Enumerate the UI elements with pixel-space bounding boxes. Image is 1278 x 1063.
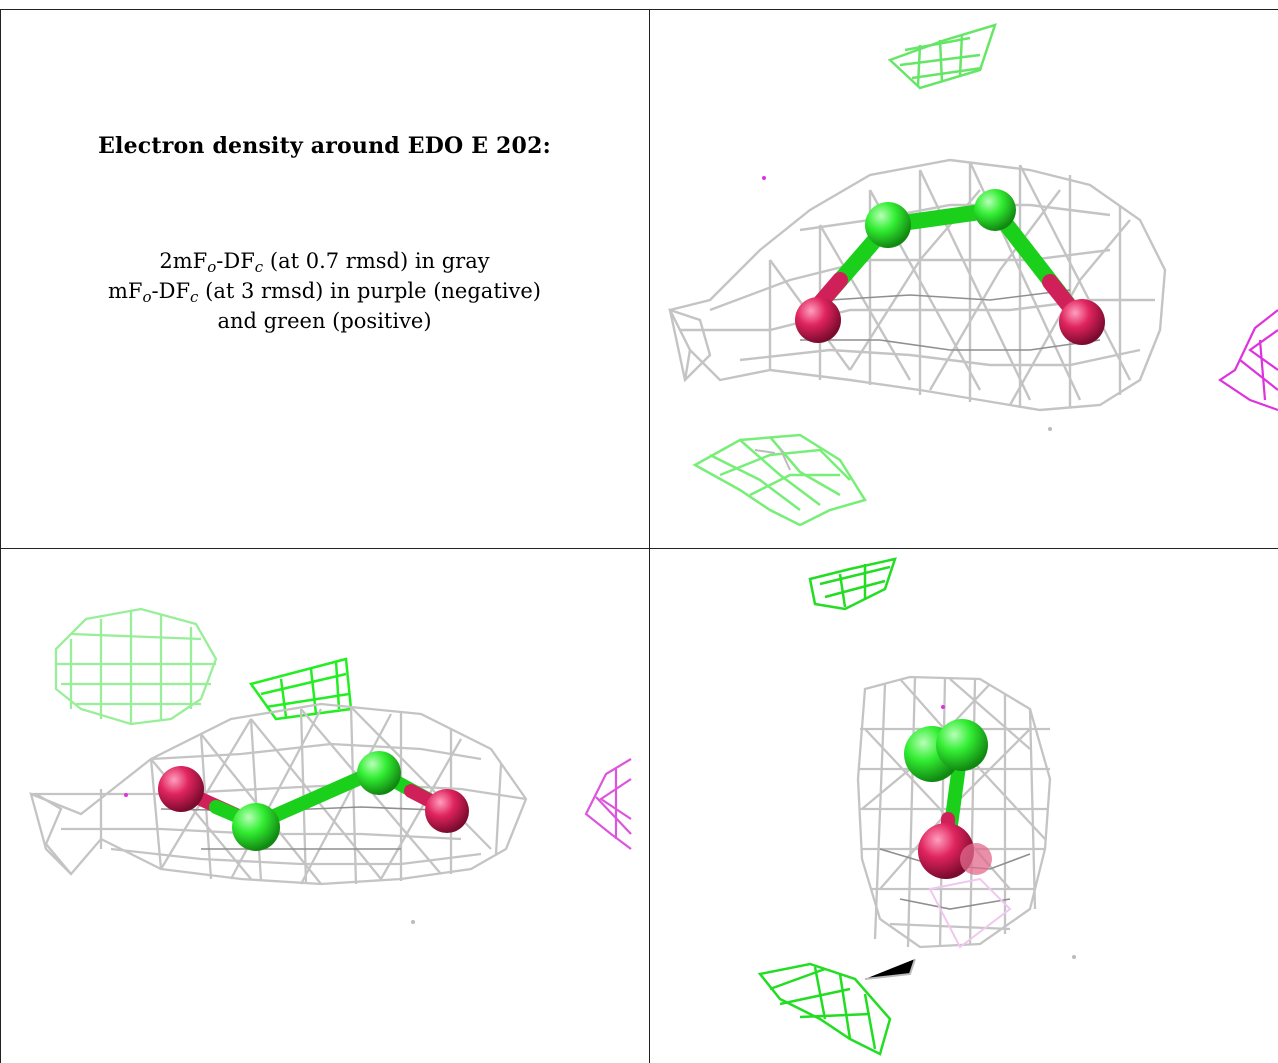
- carbon-atom-1: [232, 803, 280, 851]
- carbon-atom-2: [974, 189, 1016, 231]
- legend-line-2fo-fc: 2mFo-DFc (at 0.7 rmsd) in gray: [159, 249, 490, 276]
- caption-title: Electron density around EDO E 202:: [98, 133, 551, 159]
- middle-border: [0, 548, 1278, 549]
- caption-cell: Electron density around EDO E 202: 2mFo-…: [0, 0, 649, 548]
- legend-line-fo-fc: mFo-DFc (at 3 rmsd) in purple (negative): [108, 279, 541, 306]
- oxygen-atom-2: [960, 843, 992, 875]
- density-view-top-right: [650, 10, 1278, 548]
- oxygen-atom-2: [425, 789, 469, 833]
- carbon-atom-2: [357, 751, 401, 795]
- carbon-atom-1: [865, 202, 911, 248]
- electron-density-view-2: [29, 607, 632, 924]
- oxygen-atom-1: [795, 297, 841, 343]
- gray-density-mesh: [668, 158, 1167, 412]
- oxygen-atom-1: [918, 823, 974, 879]
- center-border: [649, 9, 650, 1063]
- left-border: [0, 9, 1, 1063]
- gray-density-mesh-shadow: [800, 289, 1101, 351]
- density-view-bottom-left: [1, 549, 649, 1063]
- positive-density-mesh-bottom: [757, 962, 892, 1056]
- legend-line-positive: and green (positive): [217, 309, 432, 333]
- positive-density-mesh-top: [808, 557, 897, 611]
- dummy-point: [762, 176, 766, 180]
- oxygen-atom-1: [158, 766, 204, 812]
- edo-molecule: [904, 719, 992, 879]
- carbon-atom-2: [936, 719, 988, 771]
- negative-density-mesh: [584, 758, 632, 850]
- electron-density-view-1: [668, 23, 1278, 527]
- negative-density-mesh: [1218, 309, 1278, 412]
- caption-legend: 2mFo-DFc (at 0.7 rmsd) in gray mFo-DFc (…: [0, 246, 649, 336]
- top-border: [0, 9, 1278, 10]
- positive-density-mesh-top: [887, 23, 997, 90]
- positive-density-mesh-light: [54, 607, 218, 726]
- negative-density-mesh-faint: [928, 877, 1012, 949]
- positive-density-mesh-bottom: [692, 433, 867, 527]
- edo-molecule: [158, 751, 469, 851]
- edo-molecule: [795, 189, 1105, 345]
- density-view-bottom-right: [650, 549, 1278, 1063]
- electron-density-view-3: [757, 557, 1076, 1056]
- oxygen-atom-2: [1059, 299, 1105, 345]
